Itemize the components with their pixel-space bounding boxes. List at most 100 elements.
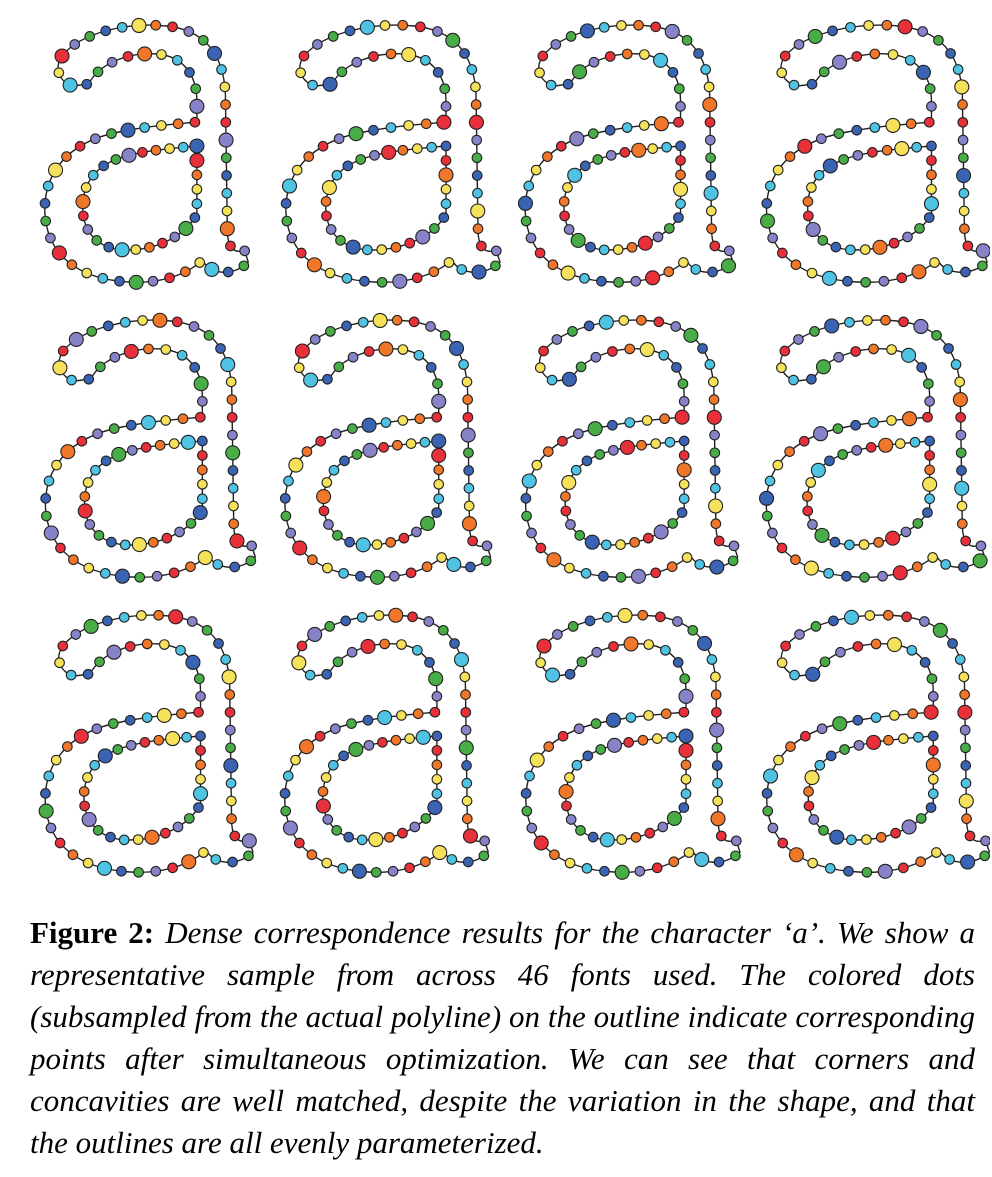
correspondence-dot: [379, 443, 389, 453]
correspondence-dot: [83, 858, 93, 868]
correspondence-dot: [342, 274, 352, 284]
correspondence-dot: [883, 610, 893, 620]
correspondence-dot: [76, 195, 90, 209]
correspondence-dot: [811, 622, 821, 632]
correspondence-dot: [313, 40, 323, 50]
correspondence-dot: [960, 690, 970, 700]
correspondence-dot: [225, 708, 235, 718]
correspondence-dot: [902, 348, 916, 362]
correspondence-dot: [912, 562, 922, 572]
correspondence-dot: [144, 344, 154, 354]
correspondence-dot: [624, 738, 634, 748]
correspondence-dot: [166, 732, 180, 746]
correspondence-dot: [71, 630, 81, 640]
correspondence-dot: [927, 170, 937, 180]
correspondence-dot: [107, 57, 117, 67]
correspondence-dot: [425, 658, 435, 668]
correspondence-dot: [310, 335, 320, 345]
correspondence-dot: [123, 52, 133, 62]
correspondence-dot: [332, 170, 342, 180]
correspondence-dot: [308, 627, 322, 641]
correspondence-dot: [632, 143, 646, 157]
correspondence-dot: [910, 437, 920, 447]
correspondence-dot: [869, 344, 879, 354]
correspondence-dot: [429, 672, 443, 686]
correspondence-dot: [976, 541, 986, 551]
correspondence-dot: [374, 611, 384, 621]
correspondence-dot: [128, 446, 138, 456]
correspondence-dot: [356, 571, 366, 581]
correspondence-dot: [943, 265, 953, 275]
correspondence-dot: [823, 159, 837, 173]
correspondence-dot: [674, 117, 684, 127]
correspondence-dot: [559, 197, 569, 207]
correspondence-dot: [227, 796, 237, 806]
correspondence-dot: [205, 262, 219, 276]
correspondence-dot: [480, 836, 490, 846]
correspondence-dot: [928, 789, 938, 799]
correspondence-dot: [887, 638, 901, 652]
correspondence-dot: [731, 851, 741, 861]
correspondence-dot: [588, 129, 598, 139]
correspondence-dot: [548, 260, 558, 270]
correspondence-dot: [691, 265, 701, 275]
correspondence-dot: [532, 460, 542, 470]
correspondence-dot: [296, 248, 306, 258]
correspondence-dot: [852, 52, 862, 62]
correspondence-dot: [343, 161, 353, 171]
correspondence-dot: [113, 745, 123, 755]
correspondence-dot: [709, 377, 719, 387]
correspondence-dot: [322, 858, 332, 868]
correspondence-dot: [379, 342, 393, 356]
correspondence-dot: [55, 49, 69, 63]
correspondence-dot: [151, 866, 161, 876]
correspondence-dot: [414, 350, 424, 360]
correspondence-dot: [862, 835, 872, 845]
correspondence-dot: [565, 563, 575, 573]
correspondence-dot: [902, 612, 912, 622]
correspondence-dot: [866, 443, 876, 453]
correspondence-dot: [49, 163, 63, 177]
correspondence-dot: [826, 751, 836, 761]
correspondence-dot: [561, 506, 571, 516]
correspondence-dot: [963, 241, 973, 251]
correspondence-dot: [291, 755, 301, 765]
correspondence-dot: [543, 447, 553, 457]
correspondence-dot: [46, 233, 56, 243]
correspondence-dot: [978, 261, 988, 271]
correspondence-dot: [853, 151, 863, 161]
correspondence-dot: [221, 118, 231, 128]
correspondence-dot: [428, 801, 442, 815]
correspondence-dot: [626, 713, 636, 723]
correspondence-dot: [67, 375, 77, 385]
correspondence-dot: [768, 233, 778, 243]
correspondence-dot: [878, 864, 892, 878]
correspondence-dot: [342, 321, 352, 331]
correspondence-dot: [398, 145, 408, 155]
correspondence-dot: [927, 102, 937, 112]
correspondence-dot: [713, 778, 723, 788]
correspondence-dot: [562, 801, 572, 811]
correspondence-dot: [323, 374, 333, 384]
correspondence-dot: [920, 617, 930, 627]
correspondence-dot: [946, 49, 956, 59]
correspondence-dot: [928, 774, 938, 784]
correspondence-dot: [581, 569, 591, 579]
correspondence-dot: [142, 639, 152, 649]
inner-contour: [566, 736, 686, 840]
correspondence-dot: [684, 328, 698, 342]
correspondence-dot: [244, 851, 254, 861]
correspondence-dot: [221, 655, 231, 665]
correspondence-dot: [536, 543, 546, 553]
correspondence-dot: [91, 134, 101, 144]
correspondence-dot: [675, 410, 689, 424]
correspondence-dot: [380, 21, 390, 31]
correspondence-dot: [605, 52, 615, 62]
correspondence-dot: [547, 553, 561, 567]
correspondence-dot: [808, 858, 818, 868]
correspondence-dot: [199, 36, 209, 46]
correspondence-dot: [695, 852, 709, 866]
correspondence-dot: [472, 171, 482, 181]
correspondence-dot: [344, 832, 354, 842]
correspondence-dot: [141, 416, 155, 430]
